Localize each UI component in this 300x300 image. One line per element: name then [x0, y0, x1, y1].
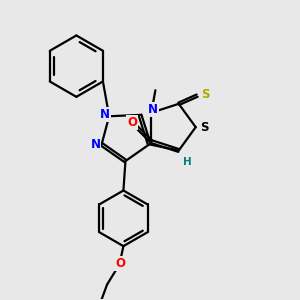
Text: O: O	[127, 116, 137, 129]
Text: N: N	[91, 138, 100, 151]
Text: H: H	[183, 157, 192, 167]
Text: N: N	[148, 103, 158, 116]
Text: S: S	[201, 88, 210, 101]
Text: O: O	[115, 257, 125, 270]
Text: N: N	[100, 108, 110, 121]
Text: S: S	[200, 121, 208, 134]
